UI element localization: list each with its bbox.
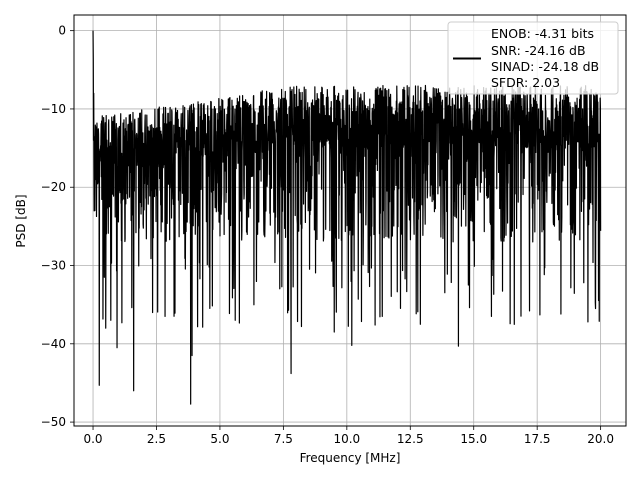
y-tick-label: −50 (41, 415, 66, 429)
psd-series-line (92, 30, 602, 405)
y-tick-label: −20 (41, 180, 66, 194)
y-tick-label: −30 (41, 259, 66, 273)
x-tick-label: 17.5 (524, 432, 551, 446)
y-tick-label: 0 (58, 24, 66, 38)
x-tick-label: 5.0 (210, 432, 229, 446)
x-tick-label: 7.5 (274, 432, 293, 446)
legend-line-enob: ENOB: -4.31 bits (491, 26, 594, 41)
x-tick-label: 2.5 (147, 432, 166, 446)
legend: ENOB: -4.31 bits SNR: -24.16 dB SINAD: -… (447, 21, 619, 95)
plot-frame (73, 14, 627, 427)
x-axis-label: Frequency [MHz] (300, 451, 401, 465)
y-tick-label: −10 (41, 102, 66, 116)
x-tick-label: 15.0 (460, 432, 487, 446)
y-tick-label: −40 (41, 337, 66, 351)
legend-box (447, 21, 619, 95)
y-axis-ticks: 0 −10 −20 −30 −40 −50 (41, 24, 74, 429)
legend-line-snr: SNR: -24.16 dB (491, 43, 586, 58)
legend-line-sinad: SINAD: -24.18 dB (491, 59, 599, 74)
legend-line-sfdr: SFDR: 2.03 (491, 75, 560, 90)
x-tick-label: 12.5 (397, 432, 424, 446)
x-tick-label: 0.0 (83, 432, 102, 446)
x-tick-label: 10.0 (333, 432, 360, 446)
x-axis-ticks: 0.0 2.5 5.0 7.5 10.0 12.5 15.0 17.5 20.0 (83, 426, 614, 446)
plot-area (92, 30, 602, 405)
y-axis-label: PSD [dB] (14, 194, 28, 247)
x-tick-label: 20.0 (587, 432, 614, 446)
